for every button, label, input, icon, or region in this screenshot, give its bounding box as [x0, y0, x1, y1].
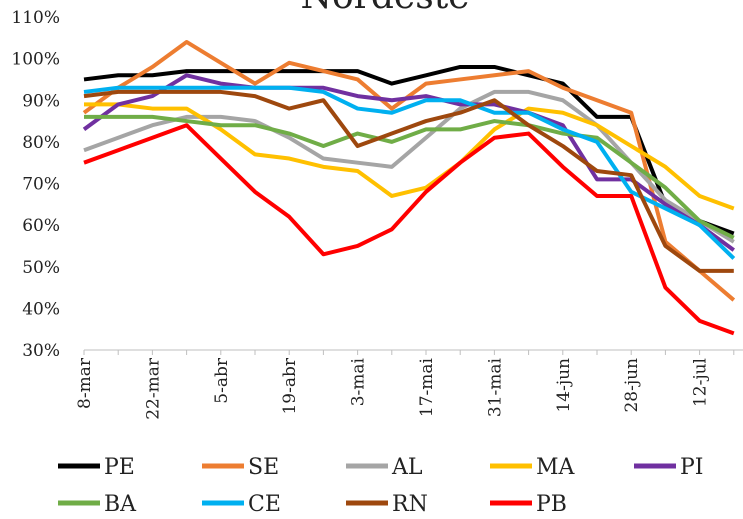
y-tick-label: 30% — [22, 341, 60, 361]
x-tick-label: 5-abr — [212, 357, 232, 404]
x-tick-label: 8-mar — [75, 357, 95, 409]
legend-label: SE — [248, 455, 279, 480]
x-tick-label: 28-jun — [622, 358, 642, 413]
legend-label: PE — [104, 455, 135, 480]
x-tick-label: 17-mai — [417, 357, 437, 417]
chart-title: Nordeste — [301, 0, 470, 17]
y-tick-label: 70% — [22, 175, 60, 195]
x-tick-label: 31-mai — [485, 357, 505, 417]
x-tick-label: 22-mar — [143, 357, 163, 420]
series-line — [84, 114, 735, 240]
x-tick-label: 19-abr — [280, 357, 300, 414]
legend-label: AL — [391, 455, 423, 480]
legend-label: RN — [392, 492, 428, 517]
y-tick-label: 110% — [11, 8, 60, 28]
series-line — [83, 123, 735, 336]
legend-label: MA — [536, 455, 576, 480]
x-tick-label: 14-jun — [554, 358, 574, 413]
series-line — [84, 102, 735, 211]
series-line — [82, 39, 736, 302]
legend-label: BA — [104, 492, 137, 517]
x-tick-label: 3-mai — [349, 357, 369, 406]
legend-label: PB — [536, 492, 567, 517]
y-tick-label: 60% — [22, 216, 60, 236]
x-tick-label: 12-jul — [691, 358, 711, 407]
legend-label: CE — [248, 492, 281, 517]
series-line — [82, 73, 735, 252]
series-line — [83, 64, 735, 236]
legend-label: PI — [680, 455, 704, 480]
y-tick-label: 80% — [22, 133, 60, 153]
y-tick-label: 40% — [22, 299, 60, 319]
y-tick-label: 100% — [11, 50, 60, 70]
series-line — [83, 85, 736, 260]
y-tick-label: 90% — [22, 91, 60, 111]
series-line — [83, 89, 734, 273]
y-tick-label: 50% — [22, 258, 60, 278]
